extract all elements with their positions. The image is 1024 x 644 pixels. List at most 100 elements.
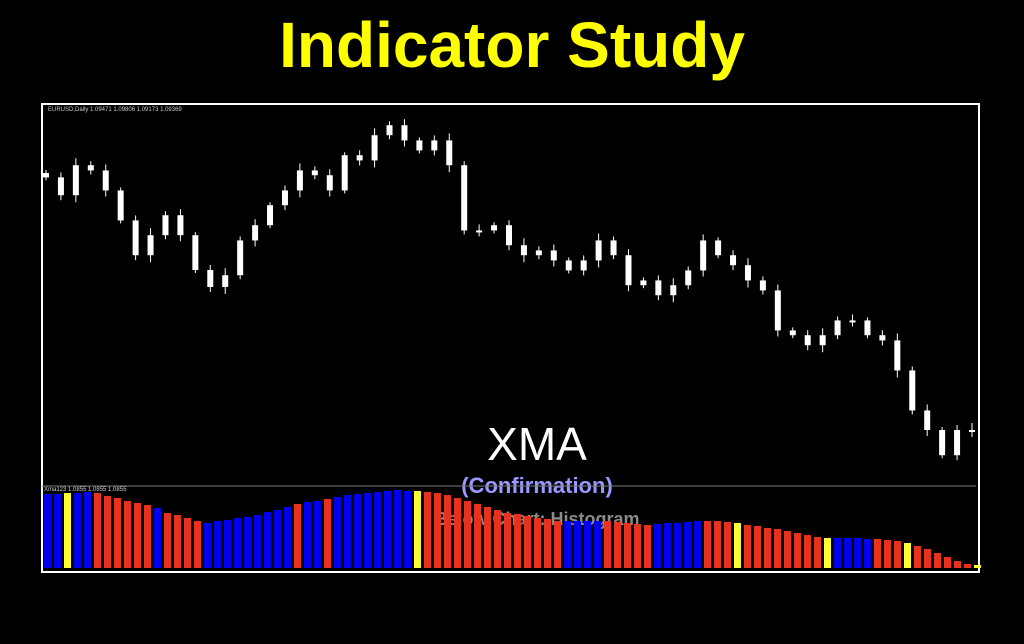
histogram-bar (334, 497, 341, 568)
histogram-bar (194, 521, 201, 568)
histogram-bar (204, 523, 211, 568)
histogram-bar (964, 564, 971, 568)
candle-body (491, 225, 498, 231)
candle-body (147, 235, 154, 256)
histogram-bar (894, 541, 901, 568)
histogram-bar (84, 492, 91, 568)
candle-body (177, 215, 184, 236)
candle-body (87, 165, 94, 171)
candle-body (506, 225, 512, 246)
histogram-bar (234, 518, 241, 568)
histogram-bar (104, 496, 111, 568)
candle-body (759, 280, 766, 291)
candle-body (685, 270, 692, 286)
histogram-bar (814, 537, 821, 568)
candle-body (117, 190, 124, 221)
candle-body (222, 275, 229, 287)
histogram-bar (974, 565, 981, 568)
histogram-bar (344, 495, 351, 568)
candle-body (311, 170, 318, 176)
candle-body (132, 220, 139, 256)
histogram-bar (884, 540, 891, 568)
candle-body (102, 170, 109, 191)
candle-body (252, 225, 259, 241)
histogram-bar (744, 525, 751, 568)
candle-body (894, 340, 901, 371)
candle-body (72, 165, 79, 196)
histogram-bar (824, 538, 831, 568)
histogram-bar (774, 529, 781, 568)
candle-body (207, 270, 214, 287)
candle-body (655, 280, 662, 296)
histogram-bar (504, 513, 511, 568)
histogram-bar (914, 546, 921, 568)
histogram-bar (424, 492, 431, 568)
candle-body (879, 335, 886, 341)
candle-body (326, 175, 333, 191)
candle-body (789, 330, 796, 336)
candle-body (341, 155, 348, 191)
histogram-bar (784, 531, 791, 568)
overlay-indicator-name: XMA (487, 418, 587, 470)
histogram-bar (434, 493, 441, 568)
histogram-bar (494, 510, 501, 568)
candle-body (401, 125, 408, 141)
candle-body (939, 430, 946, 456)
histogram-bar (314, 501, 321, 568)
histogram-header: Xma123 1.0855 1.0855 1.0855 (44, 487, 127, 493)
histogram-bar (464, 501, 471, 568)
histogram-bar (514, 514, 521, 568)
histogram-bar (114, 498, 121, 568)
histogram-bar (954, 561, 961, 568)
candle-body (416, 140, 423, 151)
histogram-bar (544, 519, 551, 568)
histogram-bar (804, 535, 811, 568)
candle-body (550, 250, 557, 261)
histogram-bar (684, 522, 691, 568)
histogram-bar (714, 521, 721, 568)
histogram-bar (154, 508, 161, 568)
histogram-bar (474, 504, 481, 568)
candle-body (580, 260, 587, 271)
histogram-bar (304, 502, 311, 568)
histogram-bar (794, 533, 801, 568)
histogram-bar (924, 549, 931, 568)
histogram-bar (764, 528, 771, 568)
histogram-bar (244, 517, 251, 568)
candle-body (296, 170, 303, 191)
histogram-bar (284, 507, 291, 568)
histogram-bar (54, 494, 61, 568)
histogram-bar (844, 538, 851, 568)
histogram-bar (614, 522, 621, 568)
candle-body (386, 125, 393, 136)
page-title: Indicator Study (279, 9, 745, 81)
candle-body (162, 215, 169, 236)
histogram-bar (904, 543, 911, 568)
histogram-bar (524, 516, 531, 568)
histogram-bar (134, 503, 141, 568)
candle-body (192, 235, 199, 270)
candle-body (237, 240, 244, 276)
histogram-bar (754, 526, 761, 568)
candle-body (804, 335, 811, 346)
histogram-bar (724, 522, 731, 568)
histogram-bar (564, 521, 571, 568)
histogram-bar (604, 521, 611, 568)
candle-body (730, 255, 737, 266)
histogram-bar (414, 491, 421, 568)
histogram-bar (184, 518, 191, 568)
histogram-bar (144, 505, 151, 568)
histogram-bar (934, 553, 941, 568)
candle-body (670, 285, 677, 296)
histogram-bar (324, 499, 331, 568)
price-candles (43, 119, 975, 461)
histogram-bar (64, 493, 71, 568)
candle-body (371, 135, 378, 161)
candle-body (565, 260, 572, 271)
histogram-bar (694, 521, 701, 568)
histogram-bar (354, 494, 361, 568)
histogram-bar (124, 501, 131, 568)
histogram-bar (454, 498, 461, 568)
histogram-bar (264, 512, 271, 568)
candle-body (267, 205, 274, 226)
